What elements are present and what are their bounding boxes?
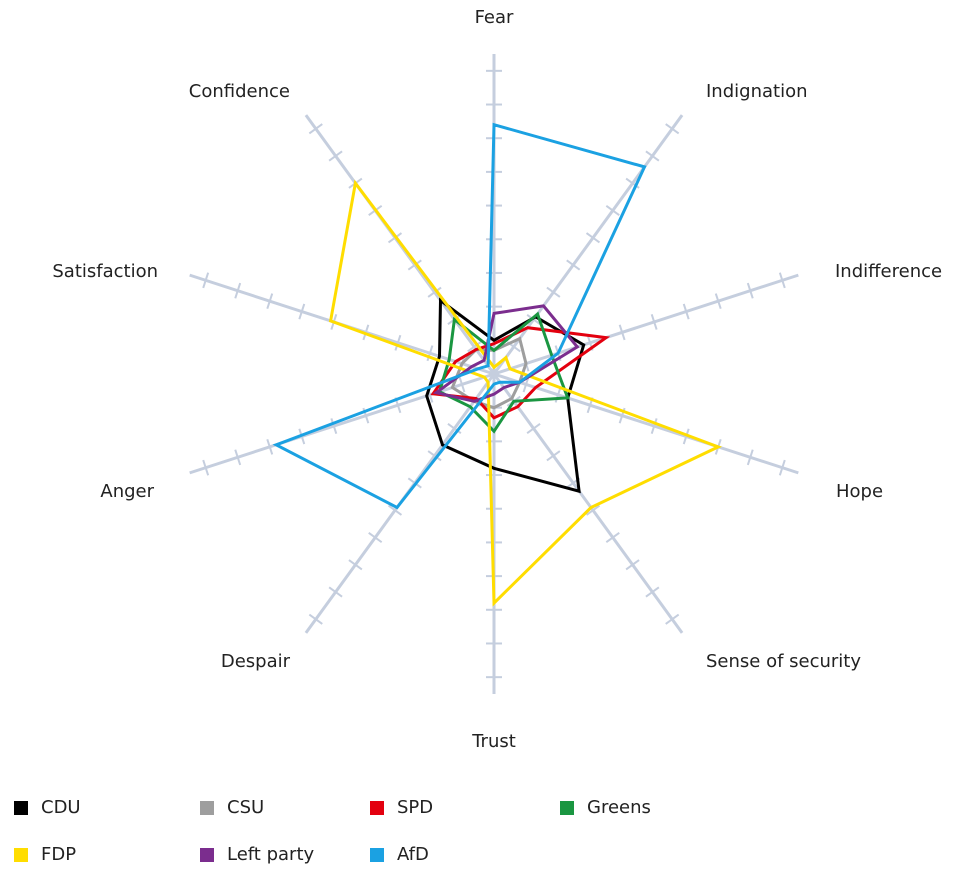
tick-mark bbox=[778, 459, 786, 476]
tick-mark bbox=[328, 586, 343, 598]
tick-mark bbox=[234, 282, 242, 299]
legend-label: SPD bbox=[397, 797, 433, 818]
legend-swatch bbox=[560, 801, 574, 815]
tick-mark bbox=[526, 422, 541, 435]
tick-mark bbox=[665, 613, 680, 625]
tick-mark bbox=[618, 324, 626, 341]
tick-mark bbox=[328, 150, 343, 162]
legend-label: Left party bbox=[227, 844, 315, 865]
tick-mark bbox=[566, 259, 581, 271]
legend-label: CDU bbox=[41, 797, 81, 818]
tick-mark bbox=[585, 504, 601, 516]
tick-mark bbox=[645, 586, 660, 598]
axis-label: Satisfaction bbox=[52, 261, 158, 282]
tick-mark bbox=[605, 531, 620, 544]
axis-line bbox=[493, 273, 799, 376]
tick-mark bbox=[522, 376, 530, 393]
tick-mark bbox=[645, 150, 660, 162]
tick-mark bbox=[778, 272, 786, 289]
tick-mark bbox=[202, 459, 210, 476]
legend-label: Greens bbox=[587, 797, 651, 818]
axis-line bbox=[189, 372, 495, 475]
legend-swatch bbox=[14, 801, 28, 815]
series-line bbox=[430, 326, 611, 420]
tick-mark bbox=[427, 450, 442, 462]
tick-mark bbox=[394, 334, 402, 351]
axis-line bbox=[493, 372, 799, 475]
tick-mark bbox=[458, 376, 466, 393]
tick-mark bbox=[546, 286, 561, 298]
axis-line bbox=[492, 373, 684, 634]
tick-mark bbox=[266, 438, 274, 455]
series-line bbox=[450, 336, 528, 410]
tick-mark bbox=[298, 303, 306, 320]
tick-mark bbox=[266, 293, 274, 310]
tick-mark bbox=[234, 449, 242, 466]
tick-mark bbox=[650, 418, 658, 434]
axis-line bbox=[492, 114, 684, 375]
legend-swatch bbox=[200, 848, 214, 862]
tick-mark bbox=[308, 613, 323, 625]
axis-label: Hope bbox=[836, 481, 883, 502]
axis-label: Despair bbox=[221, 651, 291, 672]
series-line bbox=[328, 179, 723, 607]
tick-mark bbox=[202, 272, 210, 289]
tick-mark bbox=[426, 345, 434, 362]
tick-mark bbox=[368, 531, 383, 544]
legend-swatch bbox=[200, 801, 214, 815]
legend-swatch bbox=[370, 848, 384, 862]
legend-label: FDP bbox=[41, 844, 76, 865]
tick-mark bbox=[714, 293, 722, 310]
tick-mark bbox=[746, 449, 754, 466]
tick-mark bbox=[447, 422, 462, 435]
axis-label: Indifference bbox=[835, 261, 942, 282]
axis-label: Anger bbox=[100, 481, 154, 502]
tick-mark bbox=[348, 559, 363, 571]
tick-mark bbox=[585, 232, 601, 244]
tick-mark bbox=[650, 314, 658, 330]
axis-label: Indignation bbox=[706, 81, 808, 102]
tick-mark bbox=[407, 259, 422, 271]
legend-swatch bbox=[14, 848, 28, 862]
tick-mark bbox=[605, 204, 620, 217]
legend-label: CSU bbox=[227, 797, 264, 818]
series-line bbox=[272, 122, 647, 510]
tick-mark bbox=[546, 450, 561, 462]
tick-mark bbox=[427, 286, 442, 298]
tick-mark bbox=[746, 282, 754, 299]
tick-mark bbox=[308, 123, 323, 135]
axis-label: Fear bbox=[475, 7, 514, 28]
tick-mark bbox=[330, 418, 338, 434]
series-line bbox=[437, 311, 570, 434]
axis-label: Trust bbox=[471, 731, 516, 752]
axis-label: Sense of security bbox=[706, 651, 861, 672]
tick-mark bbox=[467, 341, 482, 353]
tick-mark bbox=[387, 504, 403, 516]
legend-swatch bbox=[370, 801, 384, 815]
axis-label: Confidence bbox=[189, 81, 290, 102]
tick-mark bbox=[665, 123, 680, 135]
tick-mark bbox=[625, 559, 640, 571]
legend-label: AfD bbox=[397, 844, 429, 865]
tick-mark bbox=[682, 303, 690, 320]
